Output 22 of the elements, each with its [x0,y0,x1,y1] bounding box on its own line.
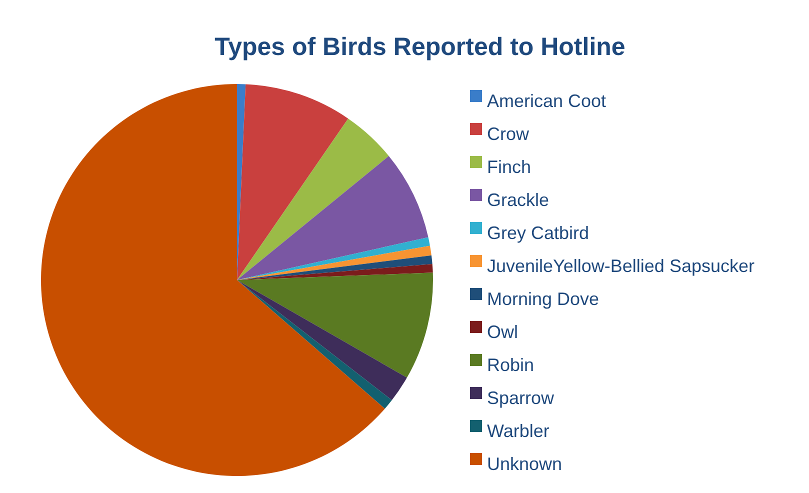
legend-label: Morning Dove [487,288,600,309]
pie-slice [41,84,385,476]
pie-slice [237,84,348,280]
legend-label: Grackle [487,190,550,210]
pie-slice [237,156,428,280]
pie-slice [237,118,389,280]
legend-label: Sparrow [487,388,556,408]
pie-slice [237,237,430,280]
pie-slice [237,272,433,378]
legend-label: Unknown [487,454,562,474]
legend-label: Grey Catbird [487,222,590,243]
chart-title: Types of Birds Reported to Hotline [214,33,626,61]
legend-label: Crow [487,124,530,144]
pie-slice [237,246,432,280]
legend-label: Finch [487,156,532,177]
pie-slice [237,255,432,280]
legend-label: American Coot [487,90,606,111]
legend-label: JuvenileYellow-Bellied Sapsucker [487,256,754,276]
pie-slice [237,264,433,280]
legend-label: Owl [487,322,518,342]
legend-label: Warbler [487,420,550,441]
legend-label: Robin [487,354,534,375]
